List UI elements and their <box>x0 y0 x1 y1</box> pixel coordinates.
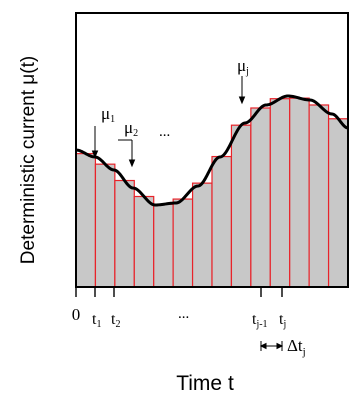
tick-label-tj: tj <box>279 311 286 330</box>
tick-label-ellipsis: ... <box>178 306 189 322</box>
step-bars <box>75 97 349 288</box>
step-bar <box>308 104 330 288</box>
mu2-label: μ2 <box>124 118 138 139</box>
tick-label-tjm1: tj-1 <box>252 311 268 330</box>
step-bar <box>327 118 349 288</box>
step-bar <box>94 163 116 288</box>
step-bar <box>269 98 291 288</box>
step-bar <box>191 182 213 288</box>
step-bar <box>114 179 135 288</box>
step-bar <box>172 198 194 288</box>
step-bar <box>133 195 155 288</box>
mu1-label: μ1 <box>101 104 115 125</box>
mu-pointers <box>91 76 246 168</box>
delta-t-label: Δtj <box>287 336 306 358</box>
tick-label-0: 0 <box>72 305 81 324</box>
delta-t-marker <box>259 341 284 351</box>
step-bar <box>250 107 271 288</box>
y-axis-label: Deterministic current μ(t) <box>18 56 39 264</box>
current-curve <box>75 94 349 207</box>
step-bar <box>211 155 233 288</box>
muj-label: μj <box>237 56 249 77</box>
plot-frame <box>75 12 349 288</box>
tick-label-t1: t1 <box>92 311 101 330</box>
step-bar <box>153 203 174 288</box>
x-axis-label: Time t <box>176 372 234 395</box>
step-bar <box>75 153 97 288</box>
tick-label-t2: t2 <box>111 311 120 330</box>
mu-ellipsis: ... <box>159 124 170 140</box>
step-bar <box>230 124 252 288</box>
x-ticks <box>75 287 283 297</box>
step-bar <box>289 97 310 288</box>
